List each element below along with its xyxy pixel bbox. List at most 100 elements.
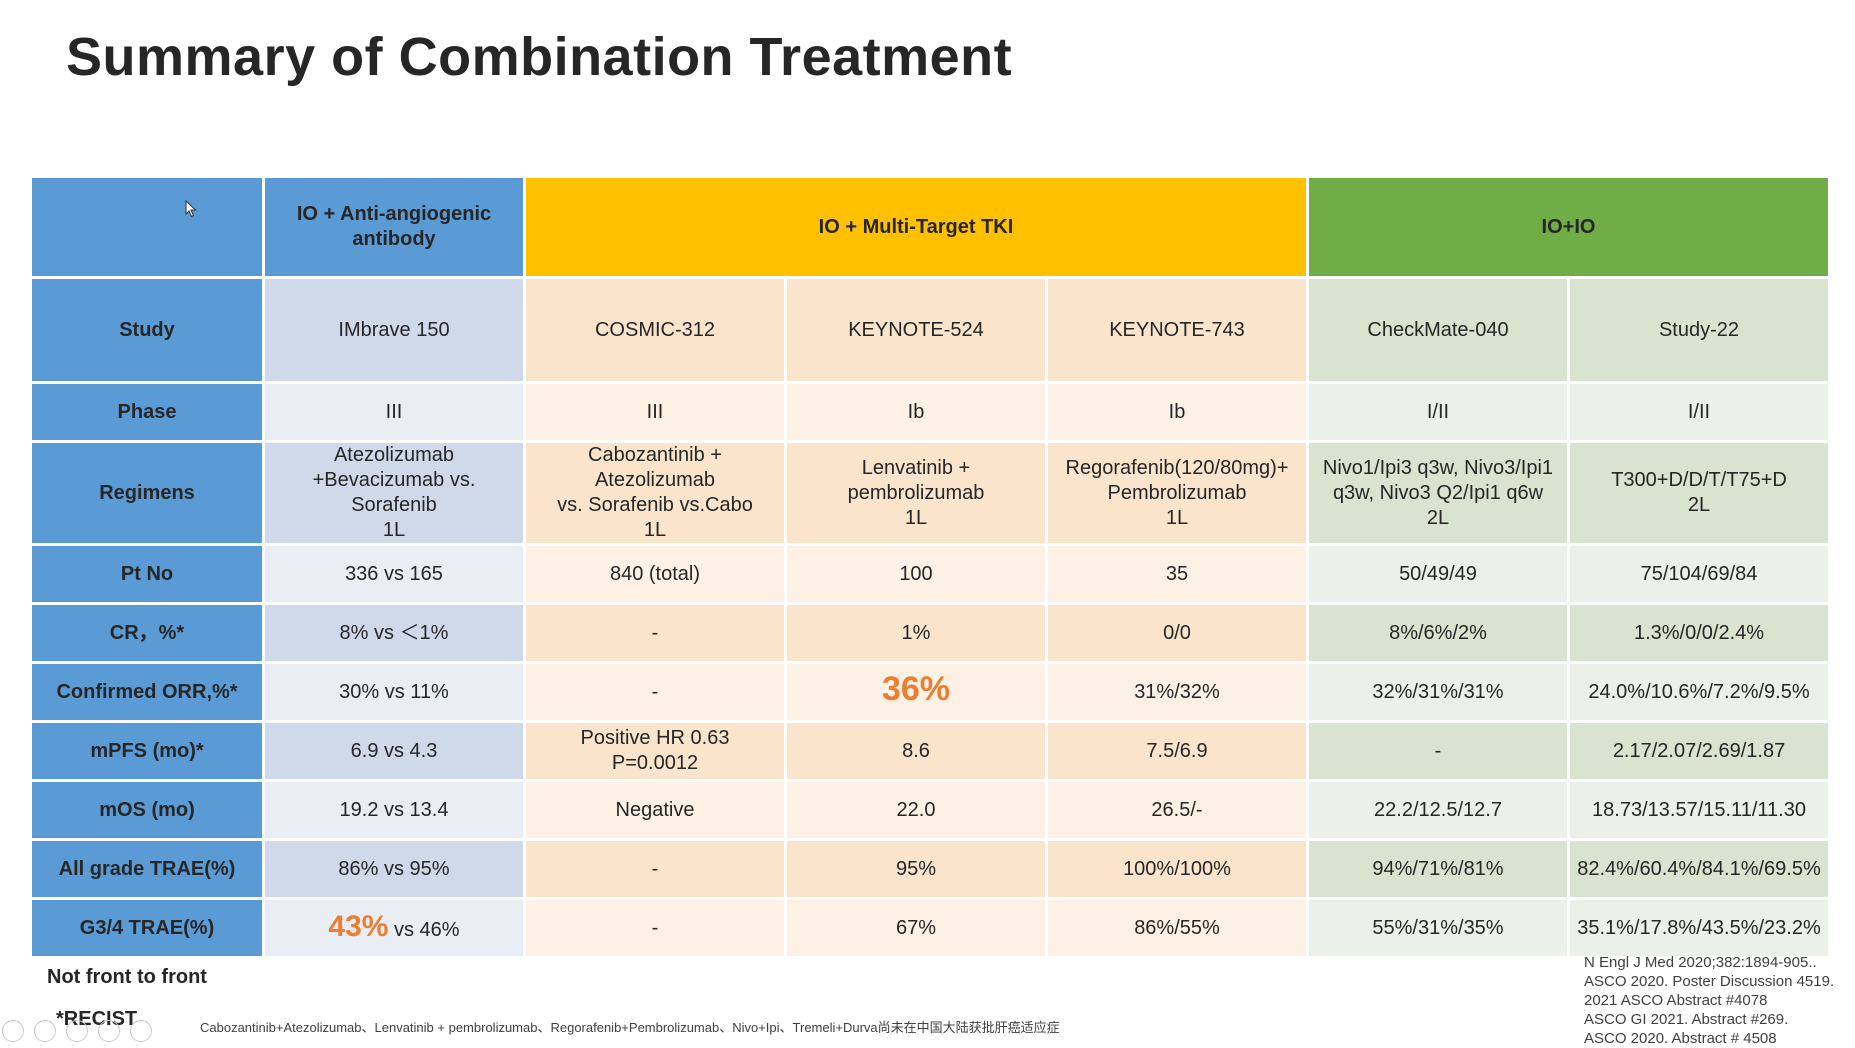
table-cell: Atezolizumab +Bevacizumab vs. Sorafenib 1L xyxy=(265,443,523,543)
cell-line: 2L xyxy=(1687,494,1711,516)
table-cell: CheckMate-040 xyxy=(1309,279,1567,381)
cell-text: III xyxy=(646,400,664,423)
cell-line: Pembrolizumab xyxy=(1107,481,1247,504)
table-cell: 22.0 xyxy=(787,782,1045,838)
cell-text: 1.3%/0/0/2.4% xyxy=(1633,621,1765,644)
row-phase: Phase III III Ib Ib I/II I/II xyxy=(32,384,1828,440)
cell-text: Study-22 xyxy=(1658,318,1740,341)
references: N Engl J Med 2020;382:1894-905.. ASCO 20… xyxy=(1584,953,1834,1048)
reference-line: ASCO GI 2021. Abstract #269. xyxy=(1584,1011,1789,1028)
table-cell: 95% xyxy=(787,841,1045,897)
row-header: Phase xyxy=(32,384,262,440)
cell-text: 100 xyxy=(899,562,933,585)
group-anti-angiogenic: IO + Anti-angiogenic antibody xyxy=(265,178,523,276)
previous-slide-icon[interactable] xyxy=(2,1020,24,1042)
cell-line: Atezolizumab xyxy=(594,469,716,491)
cell-line: pembrolizumab xyxy=(847,481,985,504)
table-cell: IMbrave 150 xyxy=(265,279,523,381)
cell-text: 8% vs ＜1% xyxy=(339,621,449,644)
cell-line: 1L xyxy=(1165,506,1189,529)
table-cell: Cabozantinib + Atezolizumab vs. Sorafenib … xyxy=(526,443,784,543)
table-cell: - xyxy=(526,900,784,956)
table-cell: 75/104/69/84 xyxy=(1570,546,1828,602)
cell-line: Nivo1/Ipi3 q3w, Nivo3/Ipi1 xyxy=(1322,456,1554,479)
table-cell: Positive HR 0.63 P=0.0012 xyxy=(526,723,784,779)
row-mpfs: mPFS (mo)* 6.9 vs 4.3 Positive HR 0.63 P=0.… xyxy=(32,723,1828,779)
table-cell: 22.2/12.5/12.7 xyxy=(1309,782,1567,838)
table-cell: 1% xyxy=(787,605,1045,661)
table-cell: Ib xyxy=(1048,384,1306,440)
cell-text: 82.4%/60.4%/84.1%/69.5% xyxy=(1577,857,1821,880)
cell-line: T300+D/D/T/T75+D xyxy=(1611,469,1787,491)
table-cell: Study-22 xyxy=(1570,279,1828,381)
table-cell: KEYNOTE-524 xyxy=(787,279,1045,381)
cell-line: 1L xyxy=(643,519,667,541)
table-cell: III xyxy=(265,384,523,440)
zoom-icon[interactable] xyxy=(98,1020,120,1042)
more-options-icon[interactable] xyxy=(130,1020,152,1042)
table-cell: 36% xyxy=(787,664,1045,720)
cell-text: 75/104/69/84 xyxy=(1640,562,1758,585)
row-regimens: Regimens Atezolizumab +Bevacizumab vs. Sora… xyxy=(32,443,1828,543)
table-cell: Nivo1/Ipi3 q3w, Nivo3/Ipi1 q3w, Nivo3 Q2/… xyxy=(1309,443,1567,543)
cell-text: 55%/31%/35% xyxy=(1372,916,1504,939)
cell-text: 840 (total) xyxy=(609,562,701,585)
table-cell: KEYNOTE-743 xyxy=(1048,279,1306,381)
row-orr: Confirmed ORR,%* 30% vs 11% - 36% 31%/32% 32%… xyxy=(32,664,1828,720)
cell-text: 7.5/6.9 xyxy=(1146,739,1208,762)
cell-text: KEYNOTE-743 xyxy=(1109,318,1245,341)
cell-line: Positive HR 0.63 xyxy=(580,727,730,749)
cell-text: 26.5/- xyxy=(1151,798,1203,821)
cell-text: 50/49/49 xyxy=(1399,562,1477,585)
cell-text: 2.17/2.07/2.69/1.87 xyxy=(1612,739,1786,762)
row-header: mPFS (mo)* xyxy=(32,723,262,779)
cell-line: 2L xyxy=(1426,506,1450,529)
mouse-pointer-icon xyxy=(185,200,197,218)
cell-text: - xyxy=(651,857,659,880)
table-cell: 82.4%/60.4%/84.1%/69.5% xyxy=(1570,841,1828,897)
table-cell: 32%/31%/31% xyxy=(1309,664,1567,720)
cell-text: - xyxy=(651,916,659,939)
table-cell: 100%/100% xyxy=(1048,841,1306,897)
cell-text: vs 46% xyxy=(388,918,460,941)
cell-text: 32%/31%/31% xyxy=(1372,680,1504,703)
table-cell: I/II xyxy=(1309,384,1567,440)
table-cell: 1.3%/0/0/2.4% xyxy=(1570,605,1828,661)
cell-text: 8%/6%/2% xyxy=(1389,621,1487,644)
table-cell: 30% vs 11% xyxy=(265,664,523,720)
slideshow-controls xyxy=(2,1020,152,1042)
table-cell: 55%/31%/35% xyxy=(1309,900,1567,956)
cell-line: Lenvatinib + xyxy=(861,456,971,479)
table-cell: T300+D/D/T/T75+D 2L xyxy=(1570,443,1828,543)
corner-cell xyxy=(32,178,262,276)
cell-line: Cabozantinib + xyxy=(588,444,722,466)
table-cell: 0/0 xyxy=(1048,605,1306,661)
row-header: All grade TRAE(%) xyxy=(32,841,262,897)
table-cell: 7.5/6.9 xyxy=(1048,723,1306,779)
row-header: Study xyxy=(32,279,262,381)
slide-title: Summary of Combination Treatment xyxy=(66,27,1013,87)
approval-footnote: Cabozantinib+Atezolizumab、Lenvatinib + p… xyxy=(200,1020,1060,1035)
cell-text: 336 vs 165 xyxy=(345,562,443,585)
row-trae-all: All grade TRAE(%) 86% vs 95% - 95% 100%/100%… xyxy=(32,841,1828,897)
table-cell: Negative xyxy=(526,782,784,838)
cell-text: 100%/100% xyxy=(1123,857,1231,880)
table-cell: Regorafenib(120/80mg)+ Pembrolizumab 1L xyxy=(1048,443,1306,543)
cell-text: IMbrave 150 xyxy=(338,318,450,341)
cell-line: q3w, Nivo3 Q2/Ipi1 q6w xyxy=(1332,481,1544,504)
row-header: G3/4 TRAE(%) xyxy=(32,900,262,956)
cell-text: CheckMate-040 xyxy=(1367,318,1509,341)
row-trae-g34: G3/4 TRAE(%) 43% vs 46% -67% 86%/55% 55%/31%… xyxy=(32,900,1828,956)
next-slide-icon[interactable] xyxy=(34,1020,56,1042)
cell-text: 24.0%/10.6%/7.2%/9.5% xyxy=(1588,680,1810,703)
table-cell: 35.1%/17.8%/43.5%/23.2% xyxy=(1570,900,1828,956)
pen-tool-icon[interactable] xyxy=(66,1020,88,1042)
table-cell: 19.2 vs 13.4 xyxy=(265,782,523,838)
table-cell: - xyxy=(526,605,784,661)
cell-text: 67% xyxy=(895,916,937,939)
cell-text: I/II xyxy=(1687,400,1711,423)
cell-text: 19.2 vs 13.4 xyxy=(339,798,449,821)
cell-line: 1L xyxy=(382,519,406,541)
table-cell: 8% vs ＜1% xyxy=(265,605,523,661)
table-cell: 86%/55% xyxy=(1048,900,1306,956)
